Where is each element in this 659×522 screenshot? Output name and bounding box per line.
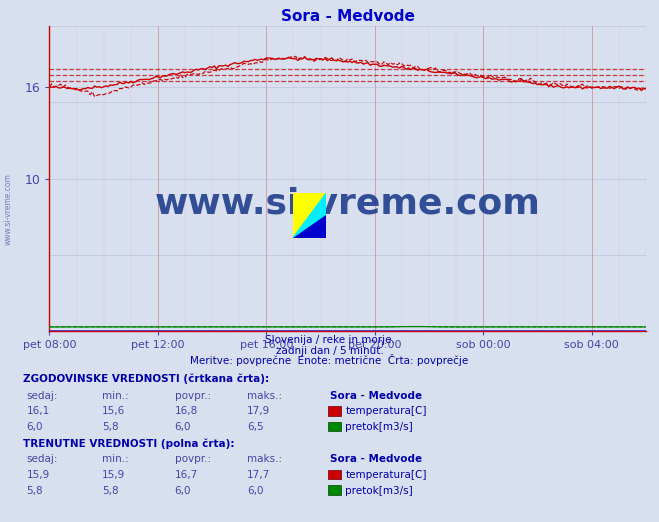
- Text: temperatura[C]: temperatura[C]: [345, 407, 427, 417]
- Text: maks.:: maks.:: [247, 455, 282, 465]
- Text: 6,0: 6,0: [175, 422, 191, 432]
- Text: TRENUTNE VREDNOSTI (polna črta):: TRENUTNE VREDNOSTI (polna črta):: [23, 438, 235, 449]
- Text: 6,5: 6,5: [247, 422, 264, 432]
- Text: Meritve: povprečne  Enote: metrične  Črta: povprečje: Meritve: povprečne Enote: metrične Črta:…: [190, 354, 469, 366]
- Text: 5,8: 5,8: [26, 486, 43, 496]
- Text: sedaj:: sedaj:: [26, 455, 58, 465]
- Text: pretok[m3/s]: pretok[m3/s]: [345, 486, 413, 496]
- Polygon shape: [293, 215, 326, 238]
- Text: 15,6: 15,6: [102, 407, 125, 417]
- Text: 6,0: 6,0: [247, 486, 264, 496]
- Text: www.si-vreme.com: www.si-vreme.com: [155, 186, 540, 220]
- Text: maks.:: maks.:: [247, 391, 282, 401]
- Text: 6,0: 6,0: [26, 422, 43, 432]
- Text: www.si-vreme.com: www.si-vreme.com: [4, 173, 13, 245]
- Text: 16,7: 16,7: [175, 470, 198, 480]
- Text: 15,9: 15,9: [102, 470, 125, 480]
- Text: 6,0: 6,0: [175, 486, 191, 496]
- Text: ZGODOVINSKE VREDNOSTI (črtkana črta):: ZGODOVINSKE VREDNOSTI (črtkana črta):: [23, 374, 269, 384]
- Text: pretok[m3/s]: pretok[m3/s]: [345, 422, 413, 432]
- Title: Sora - Medvode: Sora - Medvode: [281, 8, 415, 23]
- Text: 5,8: 5,8: [102, 486, 119, 496]
- Text: Slovenija / reke in morje.: Slovenija / reke in morje.: [264, 336, 395, 346]
- Text: Sora - Medvode: Sora - Medvode: [330, 391, 422, 401]
- Text: min.:: min.:: [102, 391, 129, 401]
- Text: 17,9: 17,9: [247, 407, 270, 417]
- Text: Sora - Medvode: Sora - Medvode: [330, 455, 422, 465]
- Text: povpr.:: povpr.:: [175, 391, 211, 401]
- Text: temperatura[C]: temperatura[C]: [345, 470, 427, 480]
- Text: povpr.:: povpr.:: [175, 455, 211, 465]
- Text: min.:: min.:: [102, 455, 129, 465]
- Text: zadnji dan / 5 minut.: zadnji dan / 5 minut.: [275, 346, 384, 356]
- Polygon shape: [293, 193, 326, 238]
- Text: 5,8: 5,8: [102, 422, 119, 432]
- Text: sedaj:: sedaj:: [26, 391, 58, 401]
- Polygon shape: [293, 193, 326, 238]
- Text: 15,9: 15,9: [26, 470, 49, 480]
- Text: 17,7: 17,7: [247, 470, 270, 480]
- Text: 16,1: 16,1: [26, 407, 49, 417]
- Text: 16,8: 16,8: [175, 407, 198, 417]
